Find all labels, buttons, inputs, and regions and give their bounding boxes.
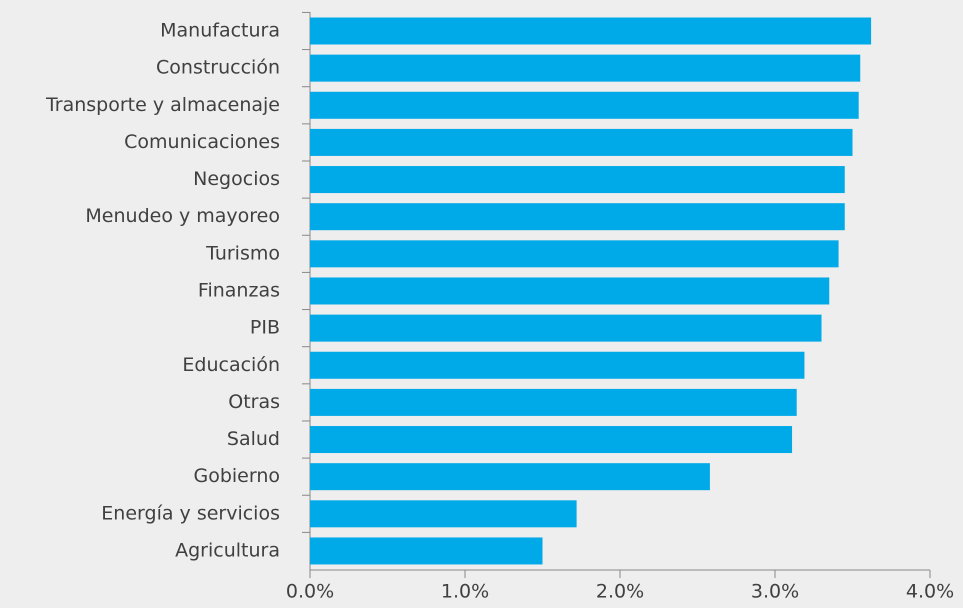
x-tick-label: 3.0% — [751, 581, 799, 603]
bar — [310, 537, 543, 565]
bar — [310, 17, 872, 45]
bar — [310, 351, 805, 379]
x-tick-label: 4.0% — [906, 581, 954, 603]
y-tick-label: Finanzas — [198, 279, 280, 301]
x-tick-label: 1.0% — [441, 581, 489, 603]
x-tick-label: 0.0% — [286, 581, 334, 603]
x-tick-label: 2.0% — [596, 581, 644, 603]
y-tick-label: Gobierno — [193, 465, 280, 487]
bar — [310, 277, 830, 305]
y-tick-label: Turismo — [205, 242, 280, 264]
y-tick-label: Educación — [182, 354, 280, 376]
bar — [310, 500, 577, 528]
y-tick-label: Comunicaciones — [124, 131, 280, 153]
bar — [310, 426, 793, 454]
bar — [310, 166, 845, 194]
bar — [310, 54, 861, 82]
bar — [310, 128, 853, 156]
bar — [310, 314, 822, 342]
y-tick-label: Energía y servicios — [101, 502, 280, 524]
y-tick-label: Otras — [228, 391, 280, 413]
y-tick-label: Menudeo y mayoreo — [85, 205, 280, 227]
y-tick-label: PIB — [250, 317, 280, 339]
bar — [310, 203, 845, 231]
y-tick-label: Salud — [227, 428, 280, 450]
bar — [310, 240, 839, 268]
y-tick-label: Negocios — [193, 168, 280, 190]
bar — [310, 388, 797, 416]
y-tick-label: Agricultura — [175, 539, 280, 561]
bar — [310, 463, 710, 491]
y-tick-label: Construcción — [156, 57, 280, 79]
y-tick-label: Manufactura — [160, 20, 280, 42]
bar — [310, 91, 859, 119]
y-tick-label: Transporte y almacenaje — [45, 94, 280, 116]
